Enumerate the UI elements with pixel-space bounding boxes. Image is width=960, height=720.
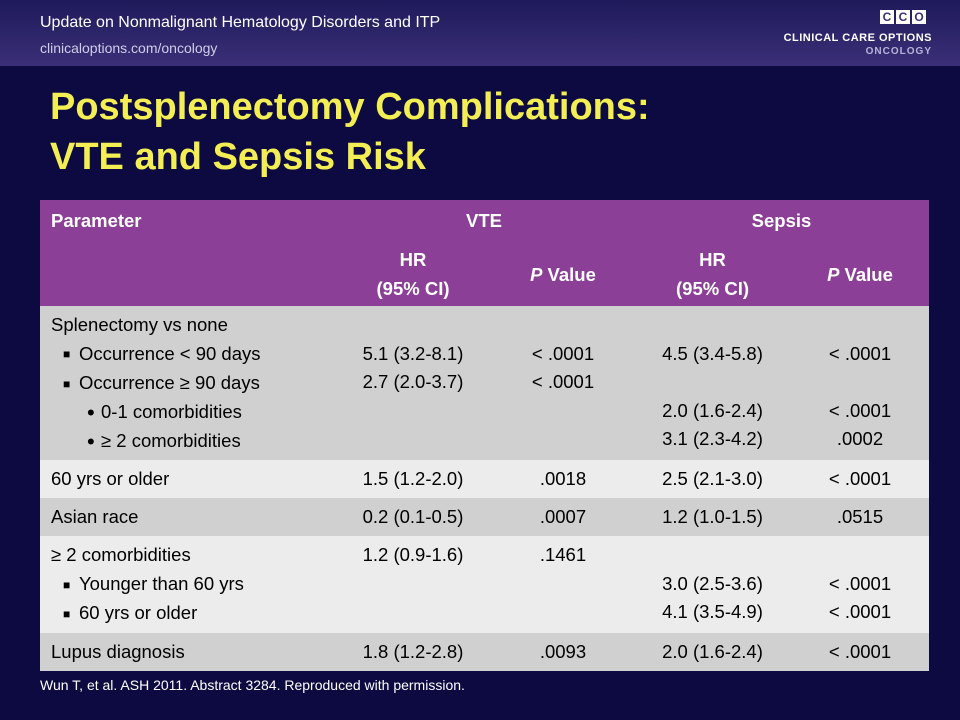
header-band: [0, 0, 960, 66]
cell-vte-p: < .0001: [531, 371, 595, 392]
row-param: Occurrence < 90 days: [79, 342, 261, 364]
cell-sepsis-hr: 2.0 (1.6-2.4): [634, 633, 791, 672]
table-row: ≥ 2 comorbidities ■ Younger than 60 yrs ■…: [40, 536, 929, 634]
cell-vte-p: .0093: [492, 633, 634, 672]
presentation-title: Update on Nonmalignant Hematology Disord…: [40, 14, 441, 31]
cell-vte-p: .0007: [492, 498, 634, 537]
logo-letter: C: [896, 10, 910, 24]
results-table: Parameter VTE Sepsis HR (95% CI) P Value…: [40, 200, 929, 672]
row-param: 0-1 comorbidities: [101, 401, 242, 423]
col-header-sepsis-hr: HR (95% CI): [634, 242, 791, 306]
logo-brand-name: CLINICAL CARE OPTIONS: [783, 32, 932, 44]
square-bullet-icon: ■: [63, 577, 71, 592]
cell-sepsis-hr: 4.1 (3.5-4.9): [662, 601, 763, 623]
slide-title: Postsplenectomy Complications: VTE and S…: [50, 82, 910, 182]
cell-sepsis-hr: 2.0 (1.6-2.4): [662, 399, 763, 421]
slide-title-line2: VTE and Sepsis Risk: [50, 136, 426, 178]
logo-letter: O: [912, 10, 926, 24]
row-param: 60 yrs or older: [40, 460, 334, 499]
cell-sepsis-p: < .0001: [828, 342, 892, 364]
cell-sepsis-hr: 2.5 (2.1-3.0): [634, 460, 791, 499]
square-bullet-icon: ■: [63, 376, 71, 391]
row-param: Splenectomy vs none: [51, 314, 228, 335]
cell-sepsis-p: < .0001: [828, 399, 892, 421]
row-param: Younger than 60 yrs: [79, 572, 244, 594]
cell-sepsis-p: .0515: [791, 498, 929, 537]
cell-sepsis-hr: 3.1 (2.3-4.2): [662, 428, 763, 449]
logo-letter: C: [880, 10, 894, 24]
col-header-vte-hr: HR (95% CI): [334, 242, 492, 306]
cell-sepsis-p: < .0001: [828, 601, 892, 623]
col-header-vte: VTE: [334, 200, 634, 242]
citation-footnote: Wun T, et al. ASH 2011. Abstract 3284. R…: [40, 677, 465, 693]
cell-sepsis-p: < .0001: [791, 460, 929, 499]
col-header-vte-p: P Value: [492, 242, 634, 306]
cco-logo: C C O: [880, 10, 926, 24]
row-param: Asian race: [40, 498, 334, 537]
table-row: Lupus diagnosis 1.8 (1.2-2.8) .0093 2.0 …: [40, 633, 929, 672]
table-row: Asian race 0.2 (0.1-0.5) .0007 1.2 (1.0-…: [40, 498, 929, 537]
cell-sepsis-p: < .0001: [828, 572, 892, 594]
cell-sepsis-hr: 4.5 (3.4-5.8): [662, 342, 763, 364]
cell-vte-p: .1461: [539, 544, 587, 566]
row-param: 60 yrs or older: [79, 602, 198, 624]
cell-sepsis-hr: 3.0 (2.5-3.6): [662, 572, 763, 594]
row-param: ≥ 2 comorbidities: [51, 544, 191, 566]
cell-sepsis-p: .0002: [836, 428, 884, 449]
row-param: ≥ 2 comorbidities: [101, 429, 241, 451]
table-sub-header: HR (95% CI) P Value HR (95% CI) P Value: [40, 242, 929, 306]
table-group-header: Parameter VTE Sepsis: [40, 200, 929, 242]
cell-vte-hr: 1.5 (1.2-2.0): [334, 460, 492, 499]
cell-sepsis-p: < .0001: [791, 633, 929, 672]
row-param: Occurrence ≥ 90 days: [79, 371, 260, 393]
table-row: Splenectomy vs none ■ Occurrence < 90 day…: [40, 306, 929, 461]
cell-vte-hr: 5.1 (3.2-8.1): [362, 342, 464, 364]
cell-vte-hr: 0.2 (0.1-0.5): [334, 498, 492, 537]
row-param: Lupus diagnosis: [40, 633, 334, 672]
table-row: 60 yrs or older 1.5 (1.2-2.0) .0018 2.5 …: [40, 460, 929, 499]
cell-sepsis-hr: 1.2 (1.0-1.5): [634, 498, 791, 537]
square-bullet-icon: ■: [63, 606, 71, 621]
cell-vte-p: < .0001: [531, 342, 595, 364]
slide-title-line1: Postsplenectomy Complications:: [50, 86, 650, 128]
cell-vte-p: .0018: [492, 460, 634, 499]
website-url: clinicaloptions.com/oncology: [40, 40, 218, 56]
cell-vte-hr: 1.8 (1.2-2.8): [334, 633, 492, 672]
cell-vte-hr: 2.7 (2.0-3.7): [362, 371, 464, 392]
col-header-sepsis-p: P Value: [791, 242, 929, 306]
logo-brand-sub: ONCOLOGY: [865, 46, 932, 57]
col-header-parameter: Parameter: [40, 200, 334, 242]
square-bullet-icon: ■: [63, 347, 71, 362]
col-header-sepsis: Sepsis: [634, 200, 929, 242]
cell-vte-hr: 1.2 (0.9-1.6): [362, 544, 464, 566]
